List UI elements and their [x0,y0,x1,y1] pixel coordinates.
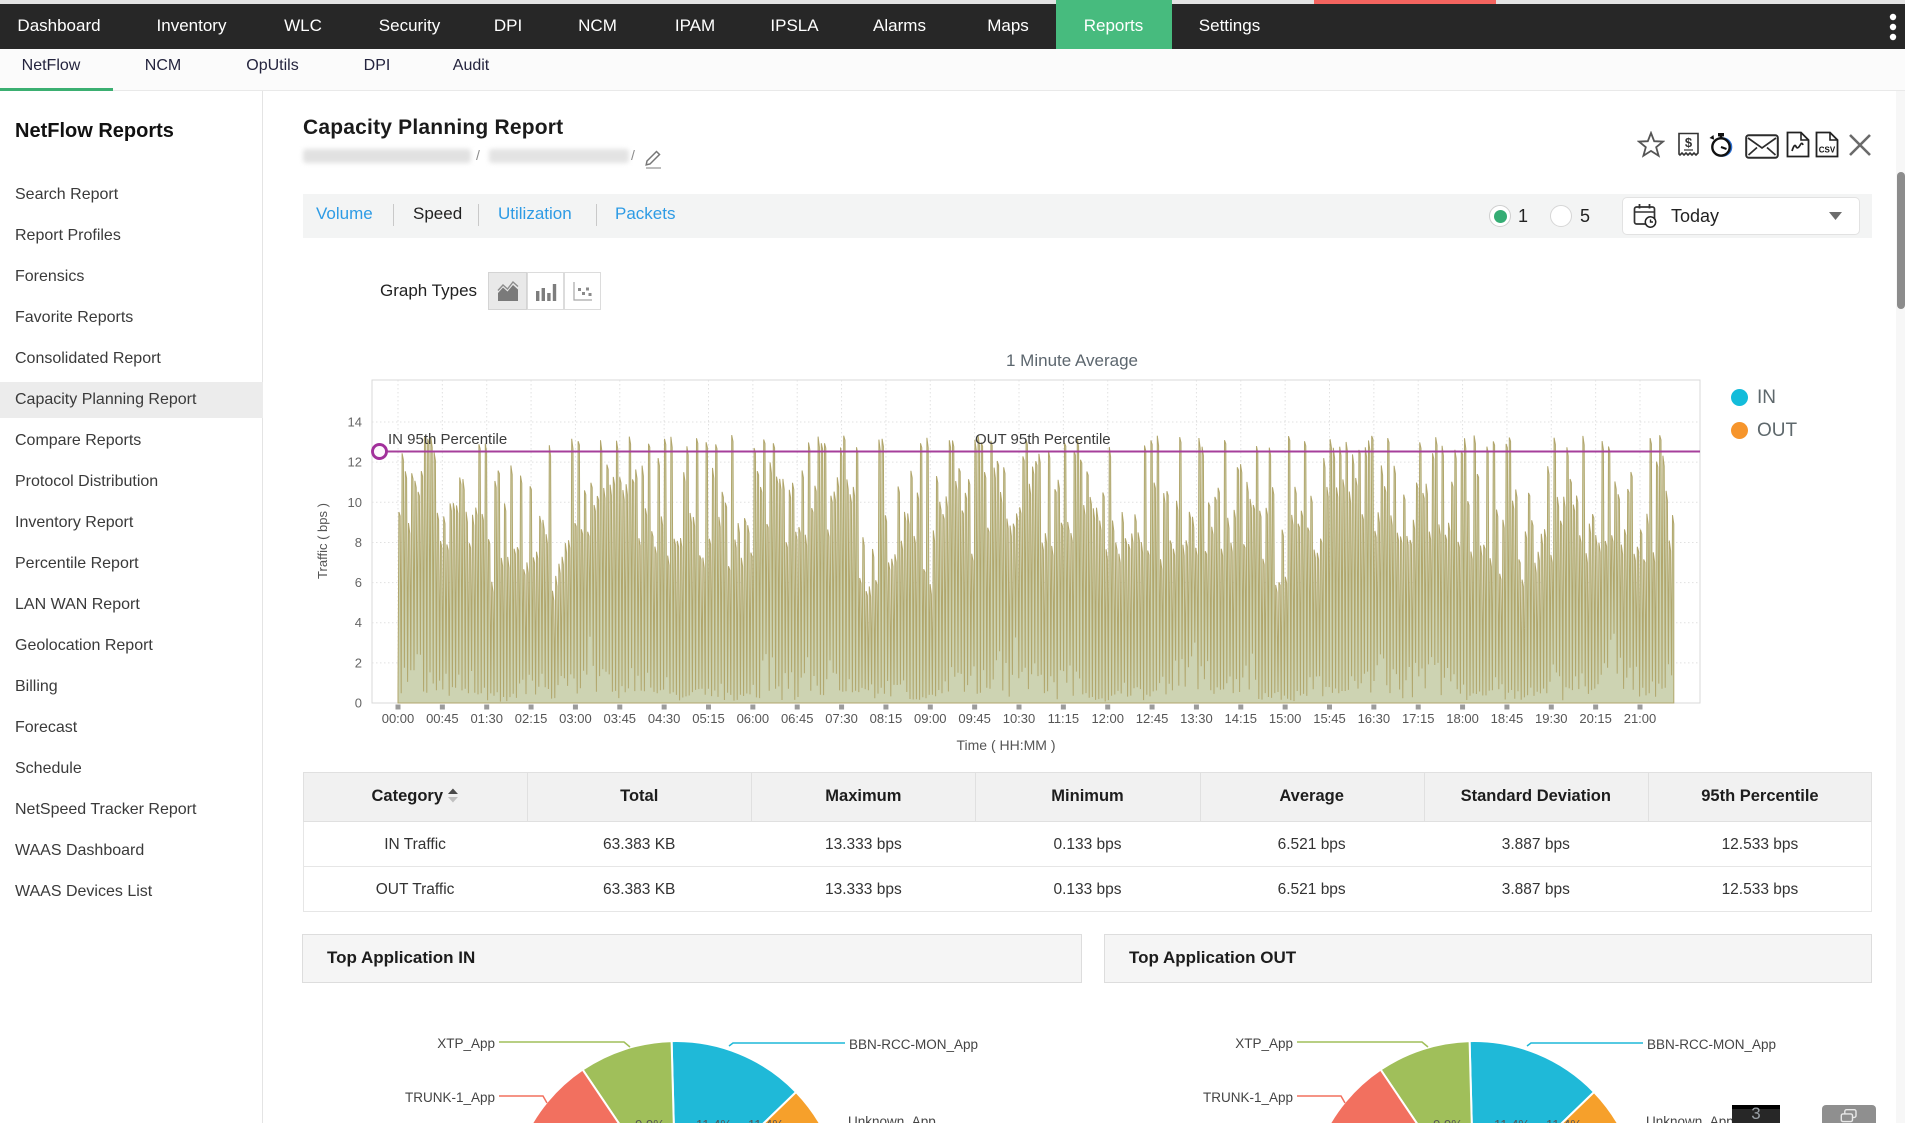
svg-text:12:00: 12:00 [1091,711,1124,726]
svg-text:15:45: 15:45 [1313,711,1346,726]
svg-text:11.4%: 11.4% [696,1117,732,1123]
svg-text:BBN-RCC-MON_App: BBN-RCC-MON_App [1647,1037,1776,1052]
svg-text:BBN-RCC-MON_App: BBN-RCC-MON_App [849,1037,978,1052]
svg-text:09:00: 09:00 [914,711,947,726]
svg-text:06:45: 06:45 [781,711,814,726]
svg-text:18:45: 18:45 [1491,711,1524,726]
svg-text:14:15: 14:15 [1225,711,1258,726]
svg-text:15:00: 15:00 [1269,711,1302,726]
svg-text:CSV: CSV [1819,146,1836,155]
svg-text:12:45: 12:45 [1136,711,1169,726]
svg-text:05:15: 05:15 [692,711,725,726]
svg-text:16:30: 16:30 [1358,711,1391,726]
svg-text:00:00: 00:00 [382,711,415,726]
svg-text:Unknown_App: Unknown_App [1646,1114,1734,1123]
svg-text:03:45: 03:45 [604,711,637,726]
svg-text:11:15: 11:15 [1048,711,1080,726]
svg-text:$: $ [1685,135,1693,150]
svg-text:12: 12 [348,455,362,470]
svg-text:18:00: 18:00 [1446,711,1479,726]
svg-text:20:15: 20:15 [1579,711,1612,726]
svg-text:06:00: 06:00 [737,711,770,726]
svg-text:XTP_App: XTP_App [1235,1036,1293,1051]
svg-text:9.9%: 9.9% [1433,1117,1463,1123]
svg-text:13:30: 13:30 [1180,711,1213,726]
svg-text:9.9%: 9.9% [635,1117,665,1123]
svg-text:10: 10 [348,495,362,510]
svg-text:04:30: 04:30 [648,711,681,726]
svg-text:14: 14 [348,415,362,430]
svg-text:08:15: 08:15 [870,711,903,726]
svg-text:4: 4 [355,615,362,630]
svg-text:Traffic ( bps ): Traffic ( bps ) [315,503,330,579]
svg-text:07:30: 07:30 [825,711,858,726]
svg-text:01:30: 01:30 [470,711,503,726]
svg-text:11.4%: 11.4% [1546,1117,1582,1123]
svg-text:Time ( HH:MM ): Time ( HH:MM ) [956,737,1055,753]
svg-text:10:30: 10:30 [1003,711,1036,726]
svg-text:09:45: 09:45 [958,711,991,726]
svg-text:2: 2 [355,655,362,670]
svg-text:8: 8 [355,535,362,550]
svg-text:6: 6 [355,575,362,590]
svg-text:03:00: 03:00 [559,711,592,726]
svg-text:21:00: 21:00 [1624,711,1657,726]
svg-text:Unknown_App: Unknown_App [848,1114,936,1123]
svg-text:TRUNK-1_App: TRUNK-1_App [405,1090,495,1105]
svg-text:19:30: 19:30 [1535,711,1568,726]
svg-text:XTP_App: XTP_App [437,1036,495,1051]
svg-text:0: 0 [355,696,362,711]
svg-text:02:15: 02:15 [515,711,548,726]
svg-text:17:15: 17:15 [1402,711,1435,726]
svg-text:11.4%: 11.4% [748,1117,784,1123]
svg-text:11.4%: 11.4% [1494,1117,1530,1123]
svg-text:00:45: 00:45 [426,711,459,726]
svg-text:TRUNK-1_App: TRUNK-1_App [1203,1090,1293,1105]
